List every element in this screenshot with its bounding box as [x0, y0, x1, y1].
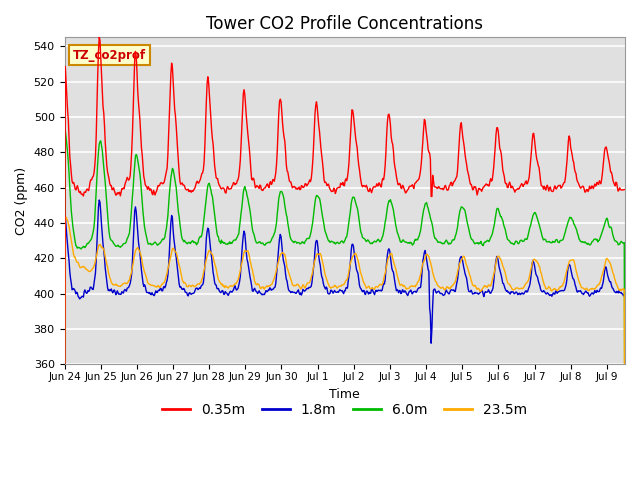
Legend: 0.35m, 1.8m, 6.0m, 23.5m: 0.35m, 1.8m, 6.0m, 23.5m — [157, 398, 532, 423]
Y-axis label: CO2 (ppm): CO2 (ppm) — [15, 167, 28, 235]
X-axis label: Time: Time — [330, 388, 360, 401]
Title: Tower CO2 Profile Concentrations: Tower CO2 Profile Concentrations — [206, 15, 483, 33]
Text: TZ_co2prof: TZ_co2prof — [73, 48, 146, 61]
